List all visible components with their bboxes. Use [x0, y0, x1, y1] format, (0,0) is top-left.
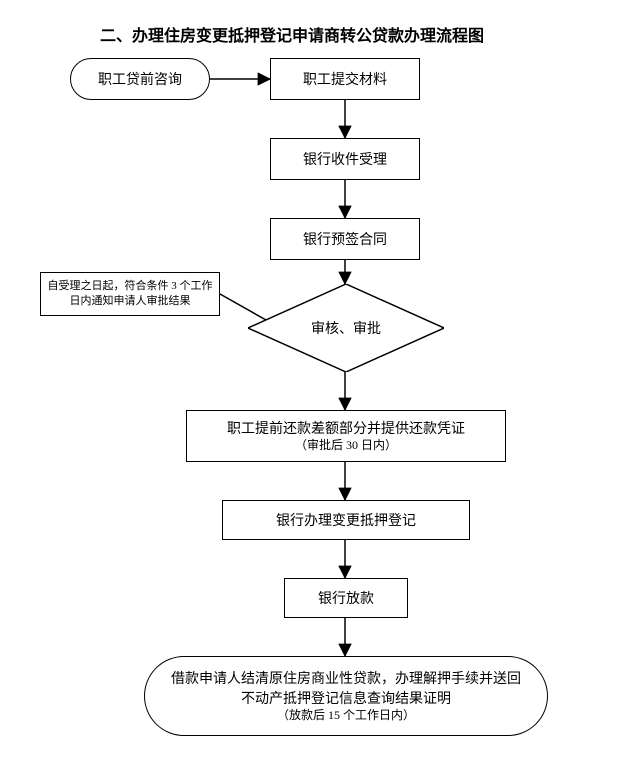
node-review: 审核、审批 [248, 284, 444, 372]
node-repay-label: 职工提前还款差额部分并提供还款凭证 [227, 418, 465, 438]
node-consult: 职工贷前咨询 [70, 58, 210, 100]
node-note: 自受理之日起，符合条件 3 个工作日内通知申请人审批结果 [40, 272, 220, 316]
node-settle: 借款申请人结清原住房商业性贷款，办理解押手续并送回不动产抵押登记信息查询结果证明… [144, 656, 548, 736]
node-note-label: 自受理之日起，符合条件 3 个工作日内通知申请人审批结果 [47, 279, 213, 309]
node-review-label: 审核、审批 [311, 318, 381, 338]
node-register: 银行办理变更抵押登记 [222, 500, 470, 540]
node-repay-sub: （审批后 30 日内） [295, 438, 397, 454]
flowchart-title: 二、办理住房变更抵押登记申请商转公贷款办理流程图 [100, 22, 484, 46]
node-repay: 职工提前还款差额部分并提供还款凭证 （审批后 30 日内） [186, 410, 506, 462]
node-consult-label: 职工贷前咨询 [98, 69, 182, 89]
node-disburse: 银行放款 [284, 578, 408, 618]
node-settle-sub: （放款后 15 个工作日内） [277, 708, 415, 724]
node-presign: 银行预签合同 [270, 218, 420, 260]
node-receive-label: 银行收件受理 [303, 149, 387, 169]
node-receive: 银行收件受理 [270, 138, 420, 180]
node-disburse-label: 银行放款 [318, 588, 374, 608]
node-submit: 职工提交材料 [270, 58, 420, 100]
node-presign-label: 银行预签合同 [303, 229, 387, 249]
node-settle-label: 借款申请人结清原住房商业性贷款，办理解押手续并送回不动产抵押登记信息查询结果证明 [169, 668, 523, 708]
node-submit-label: 职工提交材料 [303, 69, 387, 89]
flowchart-canvas: 二、办理住房变更抵押登记申请商转公贷款办理流程图 职工贷前咨询 职工提交材料 银… [0, 0, 640, 773]
node-register-label: 银行办理变更抵押登记 [276, 510, 416, 530]
